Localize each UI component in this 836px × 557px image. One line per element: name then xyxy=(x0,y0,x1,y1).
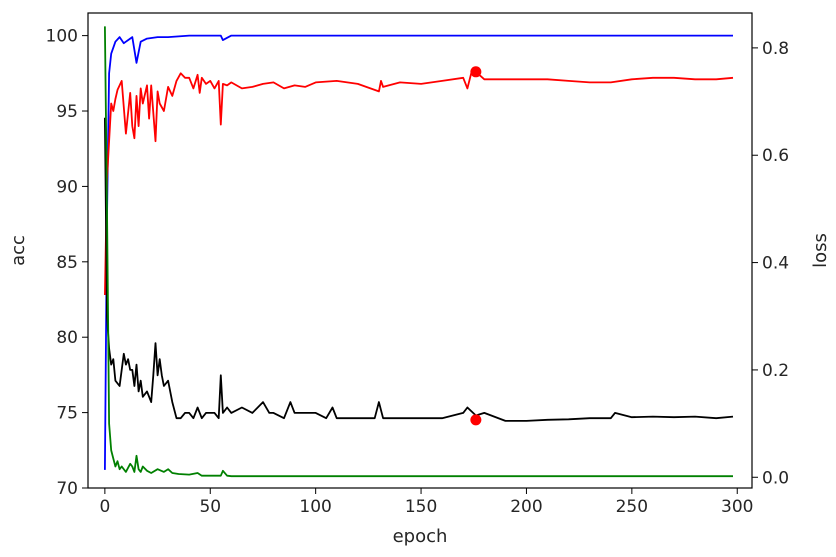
right-y-axis-label: loss xyxy=(810,233,831,268)
left-y-tick-label: 80 xyxy=(56,328,78,348)
right-y-tick-label: 0.2 xyxy=(762,361,789,381)
left-y-tick-label: 70 xyxy=(56,479,78,499)
series-lines xyxy=(104,26,734,478)
best-epoch-marker-1 xyxy=(470,66,482,78)
plot-frame xyxy=(87,12,753,489)
x-axis-label: epoch xyxy=(393,526,448,547)
right-y-tick-label: 0.8 xyxy=(762,39,789,59)
left-y-axis-label: acc xyxy=(8,235,29,266)
x-tick-label: 250 xyxy=(616,497,648,517)
series-line-1 xyxy=(104,34,733,470)
x-tick-label: 100 xyxy=(299,497,331,517)
right-y-axis-ticks: 0.0 0.2 0.4 0.6 0.8 xyxy=(752,39,789,488)
left-y-tick-label: 75 xyxy=(56,404,78,424)
x-tick-label: 0 xyxy=(99,497,110,517)
left-y-axis-ticks: 70 75 80 85 90 95 100 xyxy=(46,27,88,499)
left-y-tick-label: 85 xyxy=(56,253,78,273)
series-markers xyxy=(470,66,482,426)
x-tick-label: 300 xyxy=(721,497,753,517)
right-y-tick-label: 0.4 xyxy=(762,254,789,274)
right-y-tick-label: 0.0 xyxy=(762,468,789,488)
series-line-2 xyxy=(104,70,734,296)
x-axis-ticks: 0 50 100 150 200 250 300 xyxy=(99,488,753,517)
best-epoch-marker-2 xyxy=(470,414,482,426)
series-line-4 xyxy=(104,26,733,478)
x-tick-label: 150 xyxy=(405,497,437,517)
x-tick-label: 200 xyxy=(510,497,542,517)
right-y-tick-label: 0.6 xyxy=(762,146,789,166)
left-y-tick-label: 90 xyxy=(56,177,78,197)
left-y-tick-label: 95 xyxy=(56,102,78,122)
left-y-tick-label: 100 xyxy=(46,27,78,47)
series-line-3 xyxy=(104,117,734,422)
x-tick-label: 50 xyxy=(199,497,221,517)
